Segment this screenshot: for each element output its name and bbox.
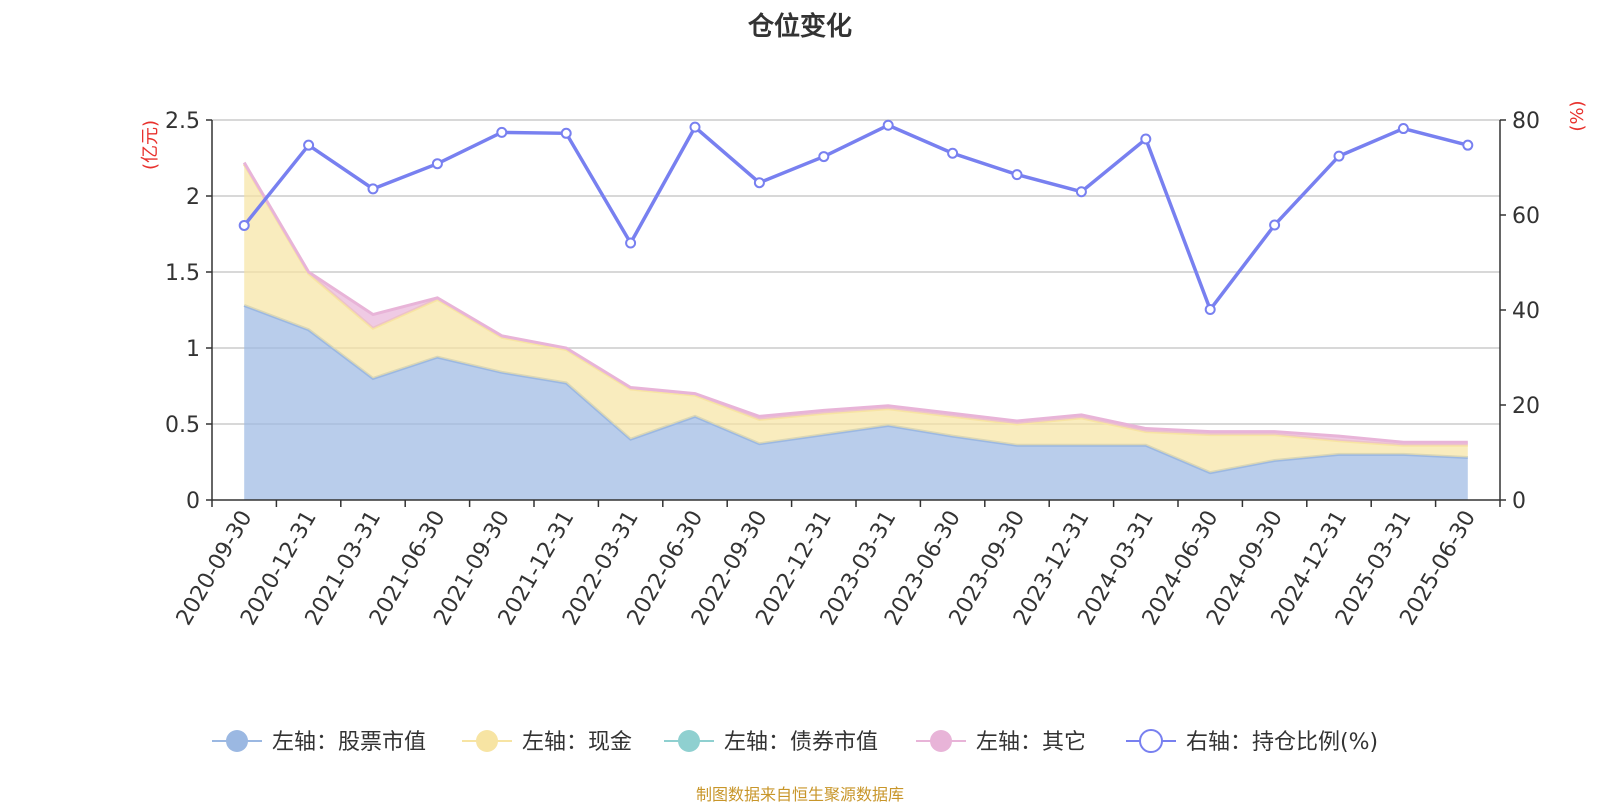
holding-ratio-point	[560, 127, 572, 139]
legend-hollow-circle-icon	[1139, 729, 1163, 753]
legend-circle-icon	[476, 730, 498, 752]
left-axis-tick-label: 1.5	[165, 261, 200, 286]
holding-ratio-point	[818, 151, 830, 163]
holding-ratio-point	[1269, 219, 1281, 231]
right-axis-tick-label: 60	[1512, 204, 1540, 229]
legend: 左轴：股票市值 左轴：现金 左轴：债券市值 左轴：其它 右轴：持仓比例(%)	[212, 729, 1378, 755]
holding-ratio-point	[303, 139, 315, 151]
holding-ratio-point	[882, 119, 894, 131]
legend-circle-icon	[678, 730, 700, 752]
right-axis-tick-label: 40	[1512, 299, 1540, 324]
holding-ratio-point	[1011, 169, 1023, 181]
holding-ratio-point	[238, 219, 250, 231]
holding-ratio-point	[496, 126, 508, 138]
holding-ratio-point	[1462, 139, 1474, 151]
legend-circle-icon	[930, 730, 952, 752]
holding-ratio-point	[625, 237, 637, 249]
right-axis-tick-label: 80	[1512, 109, 1540, 134]
holding-ratio-point	[1204, 304, 1216, 316]
right-axis-unit-label: (%)	[1567, 100, 1588, 131]
holding-ratio-point	[431, 158, 443, 170]
left-axis-unit-label: (亿元)	[140, 120, 161, 170]
left-axis-tick-label: 0.5	[165, 413, 200, 438]
legend-label: 左轴：其它	[976, 730, 1086, 755]
legend-label: 左轴：股票市值	[272, 730, 426, 755]
holding-ratio-point	[689, 121, 701, 133]
left-axis-tick-label: 2	[186, 185, 200, 210]
holding-ratio-point	[1140, 133, 1152, 145]
holding-ratio-point	[1075, 186, 1087, 198]
holding-ratio-line	[242, 123, 1469, 314]
holding-ratio-point	[367, 183, 379, 195]
chart-title: 仓位变化	[747, 12, 852, 42]
legend-label: 左轴：现金	[522, 730, 632, 755]
holding-ratio-point	[1397, 123, 1409, 135]
left-axis-tick-label: 2.5	[165, 109, 200, 134]
legend-circle-icon	[226, 730, 248, 752]
left-axis-tick-label: 1	[186, 337, 200, 362]
holding-ratio-point	[947, 147, 959, 159]
holding-ratio-point	[1333, 150, 1345, 162]
legend-label: 右轴：持仓比例(%)	[1186, 730, 1378, 755]
right-axis-tick-label: 20	[1512, 394, 1540, 419]
data-source-note: 制图数据来自恒生聚源数据库	[695, 785, 904, 804]
right-axis-tick-label: 0	[1512, 489, 1526, 514]
legend-label: 左轴：债券市值	[724, 730, 878, 755]
ratio-line	[238, 119, 1474, 316]
area-series-4-edge	[242, 161, 1468, 444]
area-series-1	[244, 305, 1468, 500]
holding-ratio-point	[753, 177, 765, 189]
stacked-areas	[242, 161, 1468, 500]
left-axis-tick-label: 0	[186, 489, 200, 514]
